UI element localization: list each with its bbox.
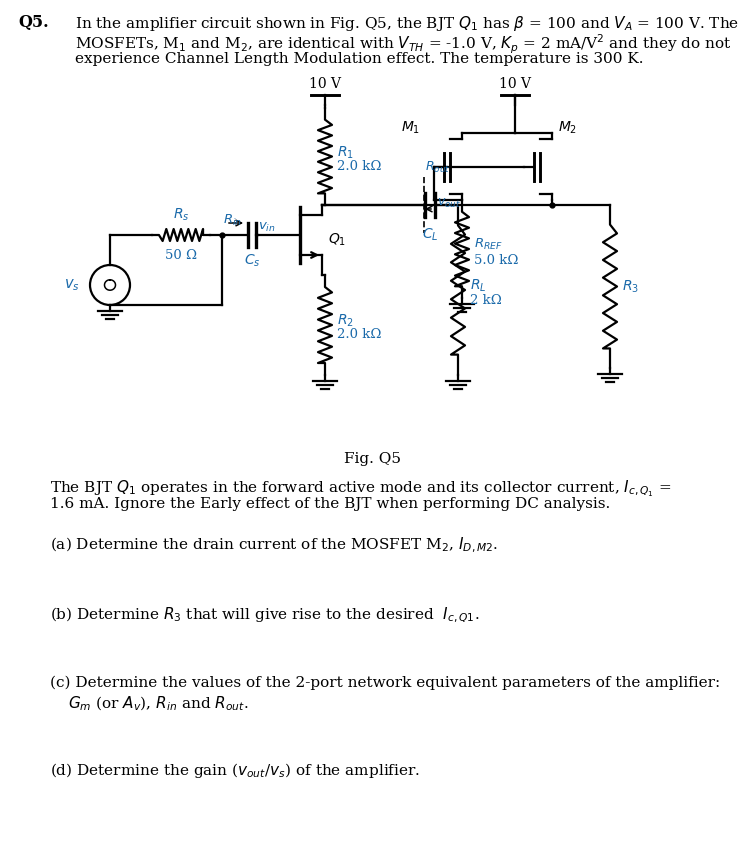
Text: 2 kΩ: 2 kΩ [470,293,501,306]
Text: (c) Determine the values of the 2-port network equivalent parameters of the ampl: (c) Determine the values of the 2-port n… [50,676,720,690]
Text: $C_L$: $C_L$ [422,227,438,243]
Text: experience Channel Length Modulation effect. The temperature is 300 K.: experience Channel Length Modulation eff… [75,52,644,66]
Text: $R_2$: $R_2$ [337,312,354,329]
Text: (d) Determine the gain ($v_{out}$/$v_s$) of the amplifier.: (d) Determine the gain ($v_{out}$/$v_s$)… [50,761,420,780]
Text: 1.6 mA. Ignore the Early effect of the BJT when performing DC analysis.: 1.6 mA. Ignore the Early effect of the B… [50,497,610,511]
Text: $R_3$: $R_3$ [622,279,639,295]
Text: $C_s$: $C_s$ [244,253,260,269]
Text: The BJT $Q_1$ operates in the forward active mode and its collector current, $I_: The BJT $Q_1$ operates in the forward ac… [50,478,671,498]
Text: (a) Determine the drain current of the MOSFET M$_2$, $I_{D,M2}$.: (a) Determine the drain current of the M… [50,536,498,556]
Text: 10 V: 10 V [309,77,341,91]
Text: $M_2$: $M_2$ [558,120,577,136]
Text: $v_{in}$: $v_{in}$ [258,221,276,234]
Text: $R_{REF}$: $R_{REF}$ [474,236,503,252]
Text: Fig. Q5: Fig. Q5 [343,452,401,466]
Text: $R_L$: $R_L$ [470,278,486,294]
Text: MOSFETs, M$_1$ and M$_2$, are identical with $V_{TH}$ = -1.0 V, $K_p$ = 2 mA/V$^: MOSFETs, M$_1$ and M$_2$, are identical … [75,33,732,56]
Text: $Q_1$: $Q_1$ [328,232,346,248]
Text: $R_s$: $R_s$ [173,207,189,223]
Text: $v_s$: $v_s$ [64,277,80,293]
Text: $R_1$: $R_1$ [337,144,354,161]
Text: 5.0 kΩ: 5.0 kΩ [474,253,519,266]
Text: $R_{out}$: $R_{out}$ [425,160,450,175]
Text: Q5.: Q5. [18,14,48,31]
Text: $G_m$ (or $A_v$), $R_{in}$ and $R_{out}$.: $G_m$ (or $A_v$), $R_{in}$ and $R_{out}$… [68,695,249,713]
Text: $M_1$: $M_1$ [401,120,420,136]
Text: $v_{out}$: $v_{out}$ [437,196,461,209]
Text: 50 Ω: 50 Ω [165,249,197,262]
Text: In the amplifier circuit shown in Fig. Q5, the BJT $Q_1$ has $\beta$ = 100 and $: In the amplifier circuit shown in Fig. Q… [75,14,739,33]
Text: 2.0 kΩ: 2.0 kΩ [337,160,381,173]
Text: (b) Determine $R_3$ that will give rise to the desired  $I_{c,Q1}$.: (b) Determine $R_3$ that will give rise … [50,606,480,625]
Text: 2.0 kΩ: 2.0 kΩ [337,328,381,341]
Text: $R_{in}$: $R_{in}$ [224,213,243,228]
Text: 10 V: 10 V [499,77,531,91]
